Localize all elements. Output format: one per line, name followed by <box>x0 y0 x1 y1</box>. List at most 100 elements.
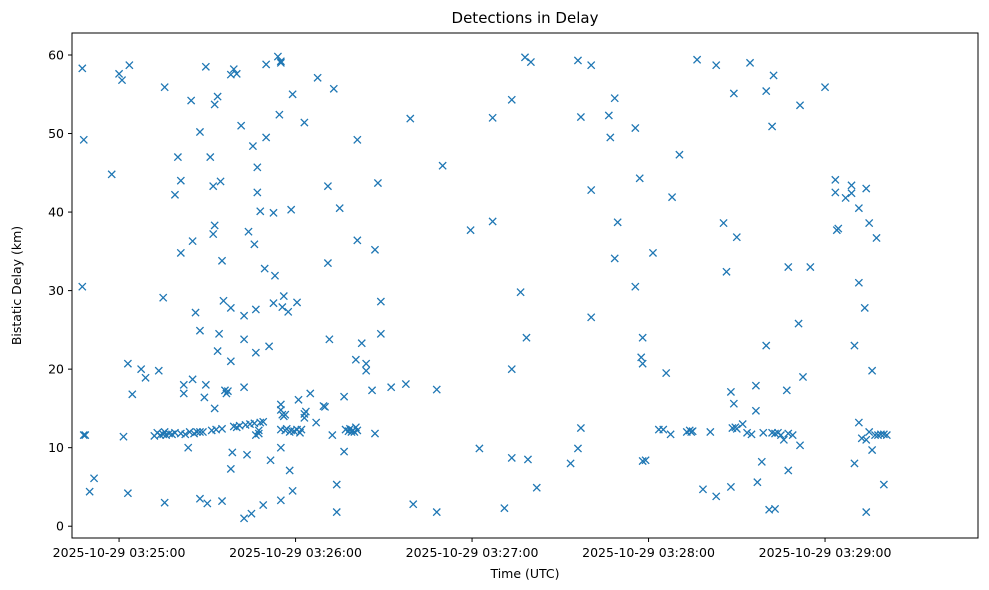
data-point <box>273 52 282 61</box>
data-point <box>831 188 840 197</box>
data-point <box>532 483 541 492</box>
y-axis-label: Bistatic Delay (km) <box>9 226 24 345</box>
data-point <box>156 431 165 440</box>
y-tick-label: 40 <box>48 205 64 220</box>
data-point <box>292 298 302 307</box>
data-point <box>253 163 262 172</box>
data-point <box>507 365 516 374</box>
data-point <box>247 509 256 518</box>
data-point <box>841 193 850 202</box>
data-point <box>259 417 268 426</box>
data-point <box>195 494 205 503</box>
data-point <box>259 500 268 510</box>
data-point <box>209 229 218 239</box>
data-point <box>854 278 863 287</box>
data-point <box>288 90 297 99</box>
data-point <box>154 366 163 375</box>
data-point <box>610 94 619 103</box>
data-point <box>882 431 891 440</box>
data-point <box>768 122 777 131</box>
data-point <box>85 487 94 496</box>
data-point <box>176 176 185 185</box>
y-tick-label: 20 <box>48 362 64 377</box>
data-point <box>857 434 866 443</box>
data-point <box>719 219 728 228</box>
data-point <box>117 76 127 85</box>
data-point <box>729 89 738 98</box>
data-point <box>281 410 290 419</box>
data-point <box>520 53 530 62</box>
data-point <box>260 264 269 273</box>
data-point <box>784 466 793 475</box>
data-point <box>879 430 888 439</box>
data-point <box>300 413 309 422</box>
data-point <box>675 150 684 159</box>
data-point <box>179 389 188 398</box>
data-point <box>743 428 752 437</box>
data-point <box>507 453 516 462</box>
data-point <box>213 347 222 356</box>
data-point <box>301 407 310 416</box>
data-point <box>751 381 760 390</box>
data-point <box>770 504 780 514</box>
data-point <box>706 427 715 437</box>
data-point <box>329 84 338 93</box>
data-point <box>362 366 371 375</box>
data-point <box>79 135 88 144</box>
data-point <box>432 385 441 394</box>
data-point <box>779 435 788 444</box>
y-tick-label: 30 <box>48 283 64 298</box>
data-point <box>188 375 197 384</box>
data-point <box>641 456 650 465</box>
data-point <box>253 188 262 197</box>
data-point <box>188 237 197 246</box>
data-point <box>90 474 99 483</box>
data-point <box>160 498 169 507</box>
data-point <box>820 83 830 92</box>
data-point <box>288 486 297 495</box>
data-point <box>195 127 205 137</box>
data-point <box>195 326 205 335</box>
data-point <box>712 492 721 501</box>
data-point <box>794 319 803 328</box>
data-point <box>256 207 265 216</box>
data-point <box>613 218 622 227</box>
data-point <box>868 366 877 375</box>
y-tick-label: 0 <box>56 519 64 534</box>
data-point <box>210 404 219 413</box>
data-point <box>637 353 646 362</box>
data-point <box>726 387 735 396</box>
plot-frame <box>71 32 979 539</box>
data-point <box>587 313 596 322</box>
data-point <box>279 292 288 301</box>
data-point <box>210 221 219 230</box>
data-point <box>353 426 362 435</box>
data-point <box>242 450 252 459</box>
data-point <box>776 431 785 440</box>
data-point <box>788 431 797 440</box>
data-point <box>306 389 315 398</box>
data-point <box>732 233 741 242</box>
data-point <box>860 303 869 312</box>
data-point <box>195 427 205 437</box>
data-point <box>523 455 533 464</box>
data-point <box>868 445 877 455</box>
data-point <box>475 444 484 453</box>
data-point <box>276 496 285 505</box>
data-point <box>203 499 212 508</box>
data-point <box>631 123 640 133</box>
data-point <box>237 121 246 130</box>
data-point <box>795 101 805 110</box>
data-point <box>340 392 349 401</box>
data-point <box>847 189 856 198</box>
data-point <box>137 365 146 374</box>
data-point <box>370 429 380 438</box>
x-axis: 2025-10-29 03:25:00 2025-10-29 03:26:00 20… <box>53 538 891 560</box>
data-point <box>254 426 263 435</box>
data-point <box>353 236 362 245</box>
data-point <box>335 204 344 213</box>
data-point <box>217 497 227 506</box>
data-point <box>722 267 731 276</box>
data-point <box>751 406 760 415</box>
data-point <box>862 435 871 444</box>
